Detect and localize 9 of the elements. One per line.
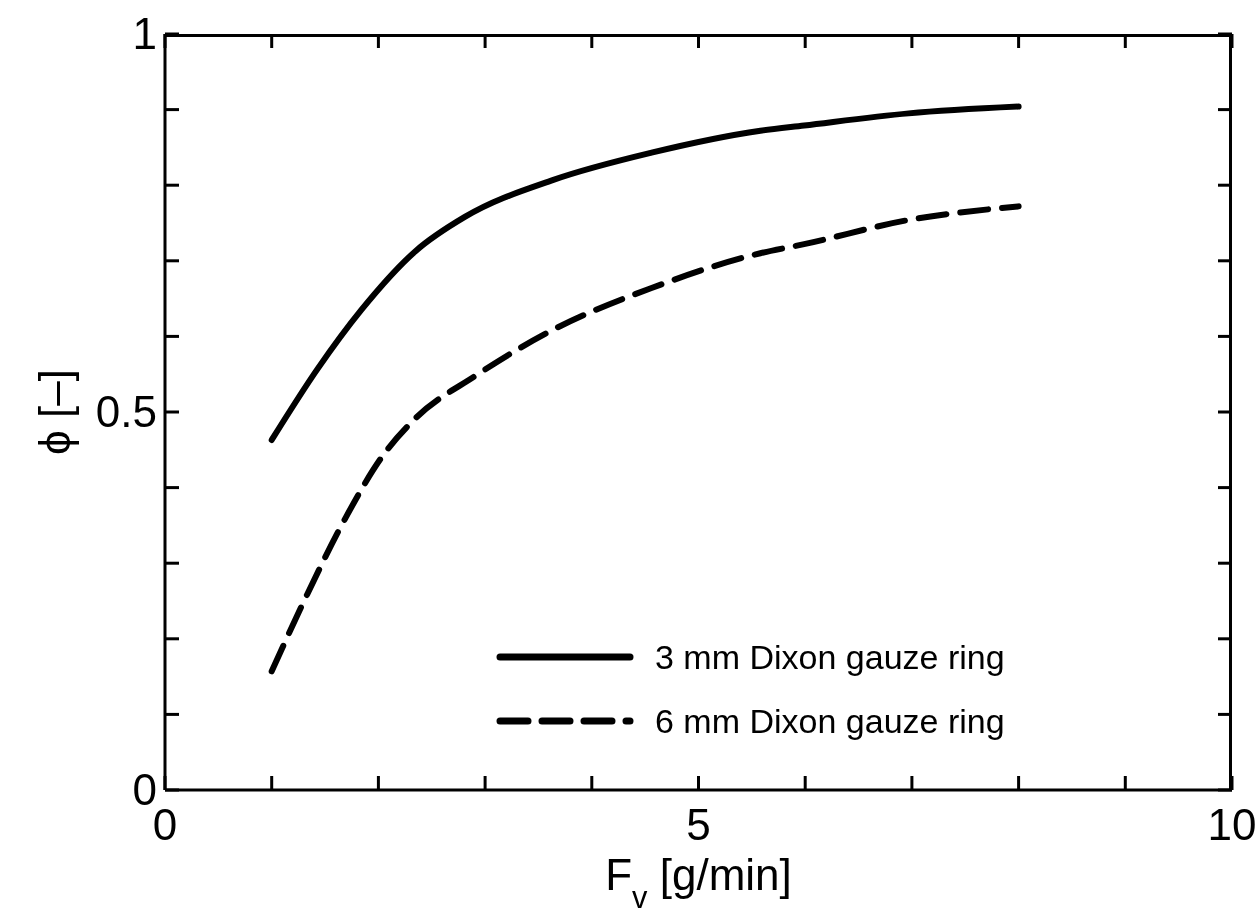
legend-label: 6 mm Dixon gauze ring — [655, 701, 1005, 741]
x-tick-label: 5 — [686, 800, 711, 849]
y-tick-label: 1 — [132, 9, 157, 58]
y-tick-label: 0 — [132, 765, 157, 814]
y-tick-label: 0.5 — [95, 387, 157, 436]
x-tick-label: 10 — [1207, 800, 1257, 849]
legend-label: 3 mm Dixon gauze ring — [655, 637, 1005, 677]
y-axis-title: ϕ [–] — [30, 369, 79, 455]
x-axis-title: F$_{v}$ [g/min] — [605, 850, 792, 915]
